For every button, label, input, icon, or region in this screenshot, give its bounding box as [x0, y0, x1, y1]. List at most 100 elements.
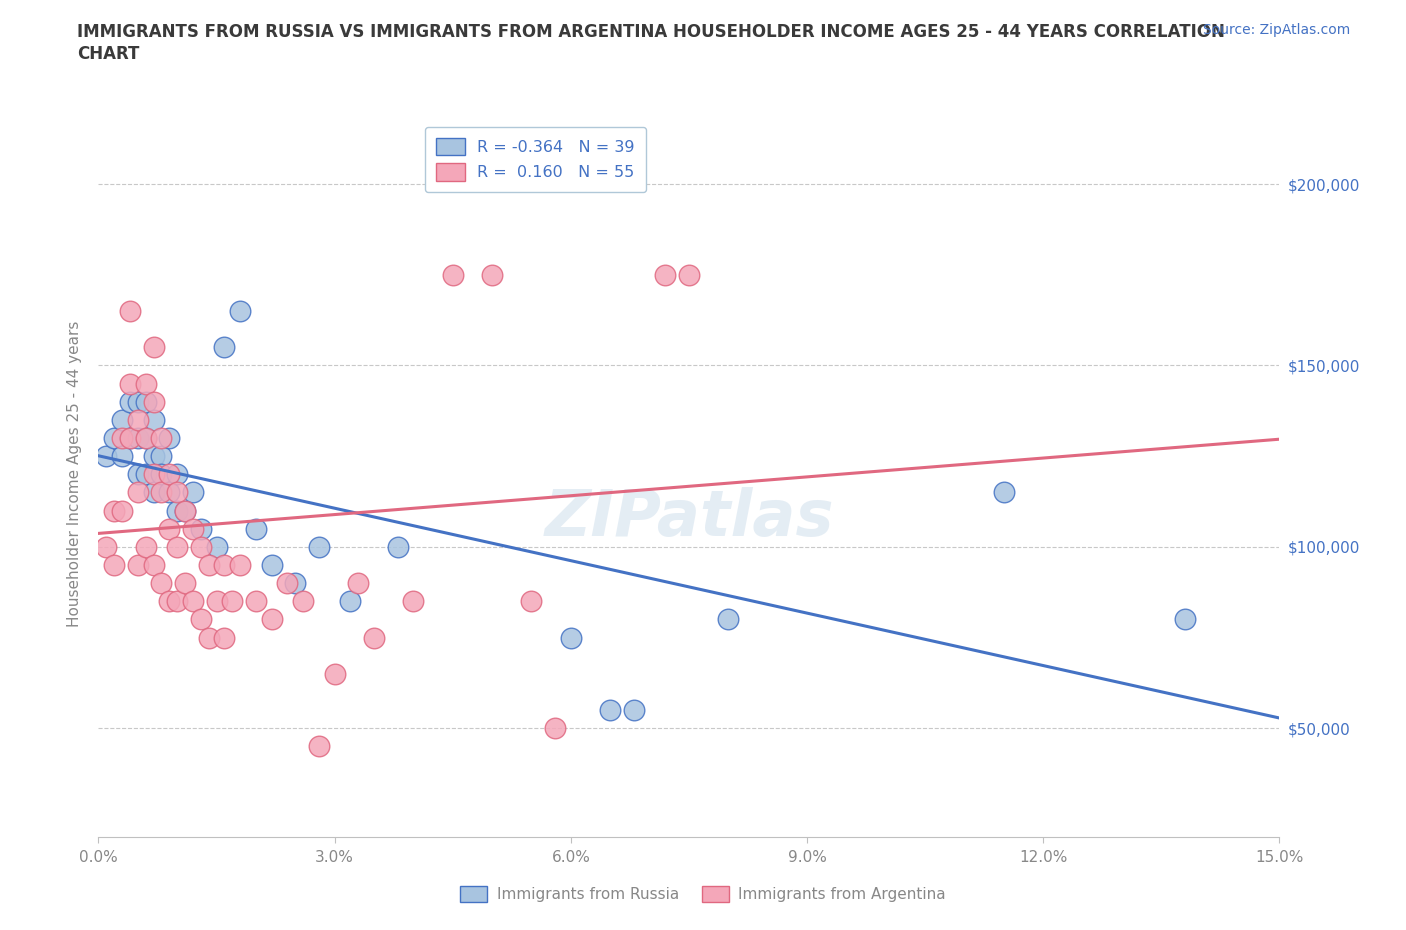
- Point: [103, 557, 125, 572]
- Point: [142, 485, 165, 500]
- Point: [103, 431, 125, 445]
- Point: [142, 467, 165, 482]
- Point: [135, 431, 157, 445]
- Point: [157, 485, 180, 500]
- Point: [150, 485, 173, 500]
- Point: [142, 557, 165, 572]
- Point: [214, 557, 236, 572]
- Point: [127, 467, 149, 482]
- Point: [292, 594, 315, 609]
- Point: [111, 449, 134, 464]
- Point: [181, 485, 204, 500]
- Point: [166, 485, 188, 500]
- Point: [166, 503, 188, 518]
- Legend: R = -0.364   N = 39, R =  0.160   N = 55: R = -0.364 N = 39, R = 0.160 N = 55: [425, 126, 647, 192]
- Point: [441, 268, 464, 283]
- Point: [166, 539, 188, 554]
- Point: [181, 521, 204, 536]
- Point: [118, 377, 141, 392]
- Point: [190, 539, 212, 554]
- Point: [166, 594, 188, 609]
- Point: [229, 557, 252, 572]
- Point: [229, 303, 252, 318]
- Legend: Immigrants from Russia, Immigrants from Argentina: Immigrants from Russia, Immigrants from …: [454, 880, 952, 909]
- Point: [678, 268, 700, 283]
- Point: [623, 703, 645, 718]
- Point: [245, 521, 267, 536]
- Point: [142, 413, 165, 428]
- Point: [197, 557, 219, 572]
- Text: IMMIGRANTS FROM RUSSIA VS IMMIGRANTS FROM ARGENTINA HOUSEHOLDER INCOME AGES 25 -: IMMIGRANTS FROM RUSSIA VS IMMIGRANTS FRO…: [77, 23, 1225, 41]
- Point: [142, 339, 165, 354]
- Point: [157, 467, 180, 482]
- Point: [260, 612, 283, 627]
- Point: [363, 631, 385, 645]
- Point: [166, 467, 188, 482]
- Point: [260, 557, 283, 572]
- Point: [142, 449, 165, 464]
- Point: [96, 449, 118, 464]
- Y-axis label: Householder Income Ages 25 - 44 years: Householder Income Ages 25 - 44 years: [67, 321, 83, 628]
- Point: [150, 431, 173, 445]
- Point: [135, 431, 157, 445]
- Point: [993, 485, 1015, 500]
- Point: [157, 594, 180, 609]
- Point: [118, 394, 141, 409]
- Point: [111, 503, 134, 518]
- Point: [150, 576, 173, 591]
- Text: CHART: CHART: [77, 45, 139, 62]
- Point: [387, 539, 409, 554]
- Point: [599, 703, 621, 718]
- Point: [339, 594, 361, 609]
- Point: [276, 576, 298, 591]
- Point: [174, 503, 197, 518]
- Point: [111, 413, 134, 428]
- Point: [181, 594, 204, 609]
- Point: [150, 467, 173, 482]
- Point: [520, 594, 543, 609]
- Point: [135, 539, 157, 554]
- Point: [174, 576, 197, 591]
- Point: [214, 339, 236, 354]
- Point: [214, 631, 236, 645]
- Point: [221, 594, 243, 609]
- Point: [135, 394, 157, 409]
- Point: [308, 738, 330, 753]
- Point: [103, 503, 125, 518]
- Point: [118, 431, 141, 445]
- Point: [190, 521, 212, 536]
- Point: [308, 539, 330, 554]
- Point: [284, 576, 307, 591]
- Point: [205, 594, 228, 609]
- Point: [127, 431, 149, 445]
- Point: [135, 467, 157, 482]
- Point: [127, 557, 149, 572]
- Point: [402, 594, 425, 609]
- Point: [347, 576, 370, 591]
- Point: [157, 431, 180, 445]
- Point: [111, 431, 134, 445]
- Point: [323, 666, 346, 681]
- Point: [205, 539, 228, 554]
- Point: [654, 268, 676, 283]
- Text: ZIPatlas: ZIPatlas: [544, 486, 834, 549]
- Point: [717, 612, 740, 627]
- Point: [127, 394, 149, 409]
- Point: [118, 303, 141, 318]
- Point: [481, 268, 503, 283]
- Point: [245, 594, 267, 609]
- Point: [157, 521, 180, 536]
- Point: [190, 612, 212, 627]
- Point: [118, 431, 141, 445]
- Point: [544, 721, 567, 736]
- Point: [135, 377, 157, 392]
- Point: [127, 485, 149, 500]
- Point: [560, 631, 582, 645]
- Text: Source: ZipAtlas.com: Source: ZipAtlas.com: [1202, 23, 1350, 37]
- Point: [142, 394, 165, 409]
- Point: [174, 503, 197, 518]
- Point: [127, 413, 149, 428]
- Point: [197, 631, 219, 645]
- Point: [150, 449, 173, 464]
- Point: [1174, 612, 1197, 627]
